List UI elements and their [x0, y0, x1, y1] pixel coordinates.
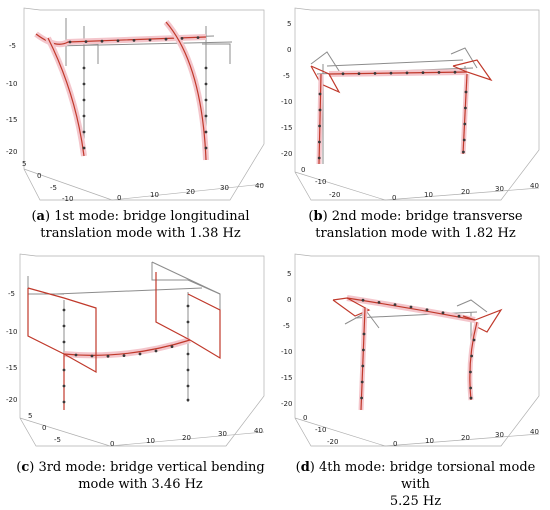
z-tick: -15 — [281, 124, 292, 132]
z-tick: -10 — [281, 98, 292, 106]
y-tick: 0 — [301, 166, 305, 174]
z-tick: -15 — [6, 364, 17, 372]
caption-a: (a) 1st mode: bridge longitudinal transl… — [31, 209, 250, 241]
mode-shape-plot-c: -5 -10 -15 -20 0 10 20 30 40 5 0 -5 — [6, 250, 270, 452]
z-tick: 5 — [287, 270, 291, 278]
y-tick: -20 — [327, 438, 338, 446]
y-tick: 5 — [22, 160, 26, 168]
z-tick: -5 — [283, 72, 290, 80]
x-tick: 20 — [182, 434, 191, 442]
caption-line1: 2nd mode: bridge transverse — [327, 209, 523, 224]
x-tick: 40 — [254, 427, 263, 435]
y-tick: 0 — [303, 414, 307, 422]
caption-line2: mode with 3.46 Hz — [78, 477, 203, 492]
caption-label: a — [36, 209, 45, 224]
z-tick: -5 — [8, 290, 15, 298]
x-tick: 40 — [255, 182, 264, 190]
x-tick: 10 — [424, 191, 433, 199]
caption-c: (c) 3rd mode: bridge vertical bending mo… — [16, 460, 265, 492]
x-tick: 20 — [186, 188, 195, 196]
y-tick: -10 — [62, 195, 73, 203]
x-tick: 0 — [117, 194, 121, 202]
caption-line1: 4th mode: bridge torsional mode with — [314, 460, 536, 492]
y-tick: 0 — [37, 172, 41, 180]
z-tick: -20 — [6, 148, 17, 156]
caption-label: d — [300, 460, 310, 475]
x-tick: 10 — [425, 437, 434, 445]
y-tick: -10 — [315, 426, 326, 434]
z-tick: -20 — [6, 396, 17, 404]
undeformed-structure — [27, 261, 221, 410]
y-tick: -20 — [329, 191, 340, 199]
x-tick: 0 — [392, 194, 396, 202]
caption-line1: 3rd mode: bridge vertical bending — [34, 460, 265, 475]
x-tick: 30 — [220, 184, 229, 192]
z-tick: -10 — [281, 348, 292, 356]
x-tick: 30 — [495, 185, 504, 193]
z-tick: -5 — [283, 322, 290, 330]
caption-d: (d) 4th mode: bridge torsional mode with… — [295, 460, 536, 509]
node-markers — [360, 298, 476, 400]
z-tick: -20 — [281, 400, 292, 408]
y-tick: -10 — [315, 178, 326, 186]
x-tick: 0 — [110, 440, 114, 448]
node-markers — [317, 70, 468, 160]
plot-box — [19, 253, 265, 447]
mode-shape-plot-b: 5 0 -5 -10 -15 -20 0 10 20 30 40 0 -10 -… — [281, 4, 545, 206]
mode-shape-plot-d: 5 0 -5 -10 -15 -20 0 10 20 30 40 0 -10 -… — [281, 250, 545, 452]
caption-b: (b) 2nd mode: bridge transverse translat… — [308, 209, 523, 241]
x-tick: 40 — [530, 428, 539, 436]
z-tick: 0 — [287, 296, 291, 304]
z-tick: -10 — [6, 80, 17, 88]
caption-line2: translation mode with 1.38 Hz — [40, 226, 241, 241]
deformed-structure — [27, 272, 221, 410]
y-tick: 5 — [28, 412, 32, 420]
z-tick: 0 — [287, 46, 291, 54]
undeformed-structure — [310, 47, 478, 164]
x-tick: 0 — [393, 440, 397, 448]
x-tick: 20 — [461, 188, 470, 196]
y-tick: 0 — [42, 424, 46, 432]
x-tick: 40 — [530, 182, 539, 190]
caption-line2: translation mode with 1.82 Hz — [315, 226, 516, 241]
y-tick: -5 — [50, 184, 57, 192]
mode-shape-plot-a: -5 -10 -15 -20 0 10 20 30 40 5 0 -5 -10 — [6, 4, 270, 206]
z-tick: -10 — [6, 328, 17, 336]
x-tick: 10 — [150, 191, 159, 199]
caption-label: b — [313, 209, 323, 224]
caption-line1: 1st mode: bridge longitudinal — [50, 209, 250, 224]
z-tick: -15 — [281, 374, 292, 382]
node-markers — [68, 36, 208, 150]
plot-box — [23, 7, 265, 201]
plot-box — [294, 253, 540, 447]
x-tick: 20 — [461, 434, 470, 442]
x-tick: 30 — [495, 431, 504, 439]
plot-box — [294, 7, 540, 201]
x-tick: 30 — [218, 430, 227, 438]
deformed-structure — [310, 59, 493, 165]
z-tick: -15 — [6, 116, 17, 124]
deformed-structure — [332, 295, 503, 411]
z-tick: 5 — [287, 20, 291, 28]
x-tick: 10 — [146, 437, 155, 445]
y-tick: -5 — [54, 436, 61, 444]
caption-line2: 5.25 Hz — [389, 494, 442, 509]
deformed-structure — [34, 20, 209, 161]
node-markers — [62, 304, 190, 404]
z-tick: -5 — [9, 42, 16, 50]
z-tick: -20 — [281, 150, 292, 158]
caption-label: c — [21, 460, 30, 475]
